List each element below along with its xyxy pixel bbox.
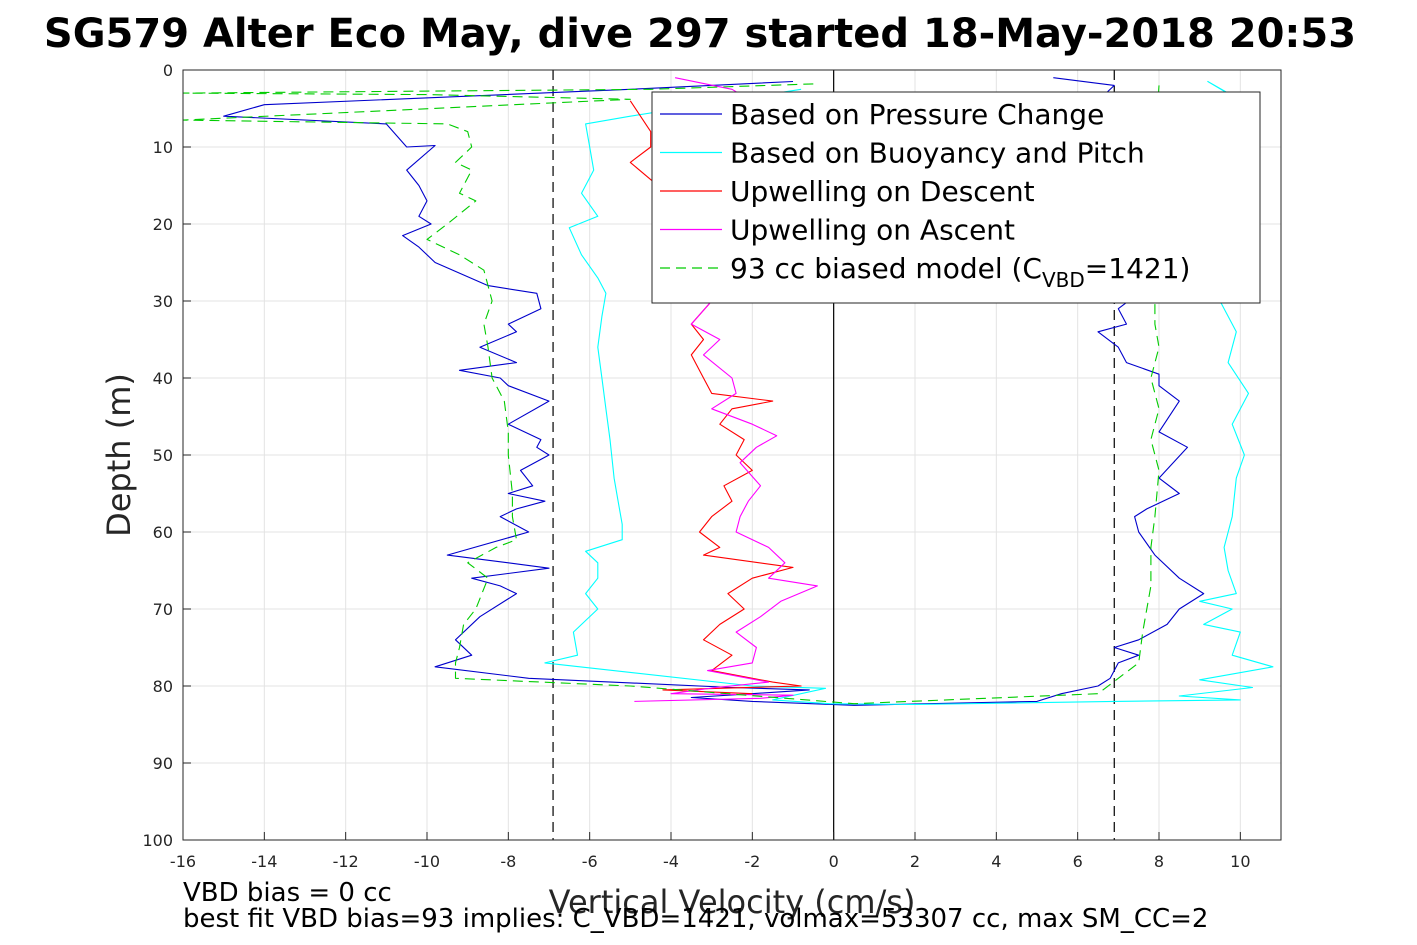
y-tick-label: 70 (153, 600, 173, 619)
y-tick-label: 50 (153, 446, 173, 465)
legend-label-2: Based on Buoyancy and Pitch (730, 137, 1145, 170)
x-tick-label: 10 (1230, 852, 1250, 871)
series-line-2 (544, 80, 1274, 706)
x-tick-label: 2 (910, 852, 920, 871)
y-tick-label: 60 (153, 523, 173, 542)
y-tick-label: 10 (153, 138, 173, 157)
x-tick-label: -14 (251, 852, 277, 871)
y-tick-label: 20 (153, 215, 173, 234)
axis-ticks: -16 -14 -12 -10 -8 -6 -4 -2 0 2 4 6 8 100102030405060… (142, 61, 1250, 871)
y-tick-label: 40 (153, 369, 173, 388)
x-axis-label: Vertical Velocity (cm/s) (549, 883, 916, 921)
y-tick-label: 0 (163, 61, 173, 80)
series-line-5 (182, 83, 1160, 705)
y-tick-label: 30 (153, 292, 173, 311)
y-tick-label: 80 (153, 677, 173, 696)
chart-title: SG579 Alter Eco May, dive 297 started 18… (44, 11, 1356, 57)
legend: Based on Pressure Change Based on Buoyanc… (651, 91, 1261, 304)
y-tick-label: 100 (142, 831, 173, 850)
y-tick-label: 90 (153, 754, 173, 773)
x-tick-label: 0 (829, 852, 839, 871)
footer-line-2: best fit VBD bias=93 implies: C_VBD=1421… (183, 904, 1208, 934)
x-tick-label: -12 (333, 852, 359, 871)
x-tick-label: 6 (1073, 852, 1083, 871)
x-tick-label: -6 (582, 852, 598, 871)
y-axis-label: Depth (m) (100, 373, 138, 537)
x-tick-label: 8 (1154, 852, 1164, 871)
x-tick-label: 4 (991, 852, 1001, 871)
x-tick-label: -2 (744, 852, 760, 871)
series-group (182, 77, 1274, 706)
legend-label-4: Upwelling on Ascent (730, 214, 1015, 247)
x-tick-label: -10 (414, 852, 440, 871)
legend-box (651, 91, 1261, 304)
footer-line-1: VBD bias = 0 cc (183, 878, 392, 908)
legend-label-3: Upwelling on Descent (730, 175, 1035, 208)
legend-label-1: Based on Pressure Change (730, 98, 1104, 131)
x-tick-label: -16 (170, 852, 196, 871)
series-line-4 (634, 77, 818, 702)
x-tick-label: -4 (663, 852, 679, 871)
x-tick-label: -8 (500, 852, 516, 871)
